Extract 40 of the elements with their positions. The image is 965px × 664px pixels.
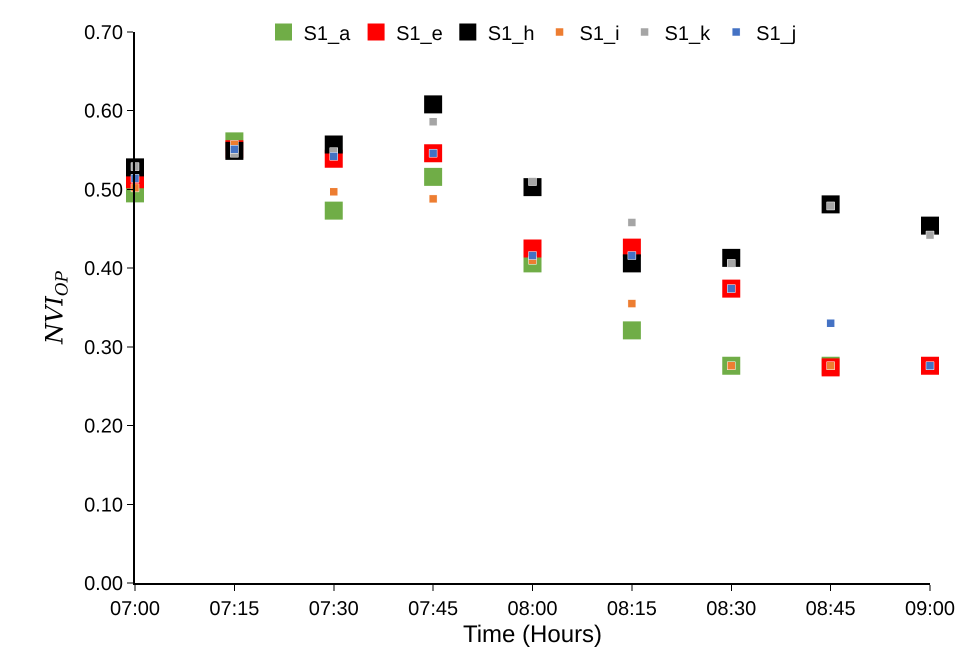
point <box>424 168 442 186</box>
x-tick-label: 08:45 <box>806 598 856 620</box>
x-tick-label: 08:15 <box>606 598 657 620</box>
y-tick-label: 0.60 <box>84 100 123 123</box>
legend-label: S1_i <box>580 22 620 45</box>
x-tick-label: 08:30 <box>706 598 756 620</box>
point <box>428 194 438 204</box>
point <box>926 230 934 240</box>
point <box>826 318 835 328</box>
point <box>428 117 438 126</box>
legend-label: S1_j <box>756 22 796 45</box>
legend-label: S1_a <box>304 22 352 45</box>
point <box>727 259 736 268</box>
point <box>330 188 338 196</box>
point <box>628 251 636 260</box>
y-tick-label: 0.50 <box>84 179 123 202</box>
point <box>528 177 537 186</box>
point <box>628 299 636 308</box>
point <box>528 251 537 260</box>
y-tick-label: 0.10 <box>84 494 123 516</box>
point <box>424 95 442 114</box>
x-tick-label: 09:00 <box>904 598 956 620</box>
y-tick-label: 0.30 <box>84 336 123 359</box>
x-tick-label: 07:30 <box>308 598 359 620</box>
y-tick-label: 0.00 <box>84 573 123 595</box>
point <box>628 218 636 227</box>
point <box>921 216 939 235</box>
legend-label: S1_e <box>396 22 443 45</box>
x-tick-label: 07:45 <box>408 598 458 620</box>
x-tick-label: 07:00 <box>110 598 160 620</box>
point <box>324 202 343 220</box>
y-tick-label: 0.40 <box>84 258 123 280</box>
x-tick-label: 07:15 <box>209 598 260 620</box>
y-tick-label: 0.70 <box>84 22 123 44</box>
legend-label: S1_k <box>664 22 712 45</box>
point <box>622 321 641 340</box>
x-tick-label: 08:00 <box>507 598 558 620</box>
y-tick-label: 0.20 <box>84 416 123 438</box>
x-axis-title: Time (Hours) <box>462 620 602 648</box>
legend-label: S1_h <box>488 22 535 45</box>
